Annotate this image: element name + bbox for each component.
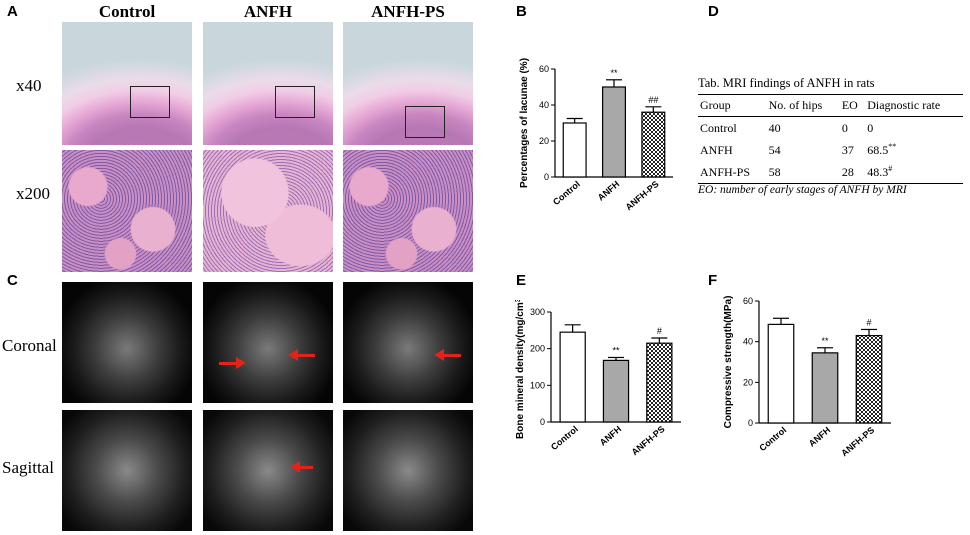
mri-findings-table: Group No. of hips EO Diagnostic rate Con… xyxy=(698,94,963,184)
table-row: ANFH 54 37 68.5** xyxy=(698,139,963,161)
lesion-arrow-icon xyxy=(288,349,315,361)
mri-sagittal-anfh-image xyxy=(203,410,333,531)
column-header-anfh: ANFH xyxy=(243,2,293,21)
category-label: ANFH-PS xyxy=(630,424,667,457)
row-label-x200: x200 xyxy=(16,184,50,203)
category-label: ANFH xyxy=(596,179,622,203)
panel-label-c: C xyxy=(7,272,18,289)
y-tick-label: 40 xyxy=(539,100,549,110)
mri-sagittal-anfh-ps-image xyxy=(343,410,473,531)
category-label: ANFH xyxy=(598,424,624,448)
category-label: ANFH-PS xyxy=(839,425,876,458)
table-footnote: EO: number of early stages of ANFH by MR… xyxy=(698,184,907,196)
histology-control-x200-image xyxy=(62,150,192,272)
significance-marker: ** xyxy=(610,68,618,78)
column-header-control: Control xyxy=(98,2,156,21)
table-cell: Control xyxy=(700,120,737,135)
y-axis-label: Percentages of lacunae (%) xyxy=(519,58,530,188)
y-tick-label: 20 xyxy=(743,377,753,387)
y-tick-label: 0 xyxy=(748,418,753,428)
significance-marker: # xyxy=(866,317,871,327)
y-tick-label: 100 xyxy=(530,380,545,390)
panel-label-e: E xyxy=(516,272,527,289)
table-cell: 0 xyxy=(867,121,874,135)
category-label: Control xyxy=(549,424,580,452)
bar-control xyxy=(767,323,795,424)
significance-marker: # xyxy=(657,326,662,336)
table-row: ANFH-PS 58 28 48.3# xyxy=(698,161,963,184)
bar-anfh xyxy=(811,352,839,424)
mri-coronal-control-image xyxy=(62,282,192,403)
table-cell: 37 xyxy=(841,142,854,157)
table-header: No. of hips xyxy=(768,98,823,112)
table-row: Control 40 0 0 xyxy=(698,117,963,140)
zoom-region-box xyxy=(405,106,445,138)
row-label-x40: x40 xyxy=(16,76,42,95)
y-axis-label: Compressive strength(MPa) xyxy=(723,296,734,429)
table-cell: 0 xyxy=(841,120,848,135)
y-tick-label: 40 xyxy=(743,337,753,347)
y-axis-label: Bone mineral density(mg/cm3) xyxy=(515,300,527,439)
histology-anfh-x40-image xyxy=(203,22,333,145)
bar-anfh-ps xyxy=(641,111,666,178)
lesion-arrow-icon xyxy=(219,357,246,369)
bar-anfh xyxy=(601,86,627,178)
table-title: Tab. MRI findings of ANFH in rats xyxy=(698,76,875,90)
lacunae-bar-chart: 0 20 40 60 Percentages of lacunae (%) Control… xyxy=(519,58,673,212)
mri-coronal-anfh-ps-image xyxy=(343,282,473,403)
y-tick-label: 20 xyxy=(539,136,549,146)
lesion-arrow-icon xyxy=(434,349,461,361)
table-cell: 40 xyxy=(768,120,781,135)
table-cell: ANFH xyxy=(700,142,733,157)
table-cell: 68.5** xyxy=(867,142,897,157)
column-header-anfh-ps: ANFH-PS xyxy=(371,2,445,21)
table-cell: 58 xyxy=(768,164,781,179)
y-tick-label: 300 xyxy=(530,307,545,317)
category-label: Control xyxy=(757,425,788,453)
histology-anfh-ps-x200-image xyxy=(343,150,473,272)
table-cell: 28 xyxy=(841,164,854,179)
bar-control xyxy=(559,331,586,423)
category-label: ANFH-PS xyxy=(624,179,661,212)
bar-anfh xyxy=(602,359,630,423)
table-header-row: Group No. of hips EO Diagnostic rate xyxy=(698,94,963,117)
significance-marker: ## xyxy=(648,95,658,105)
panel-label-a: A xyxy=(7,3,18,20)
compressive-strength-bar-chart: 0 20 40 60 Compressive strength(MPa) Control *… xyxy=(723,296,891,458)
histology-control-x40-image xyxy=(62,22,192,145)
mri-coronal-anfh-image xyxy=(203,282,333,403)
zoom-region-box xyxy=(275,86,315,118)
y-tick-label: 60 xyxy=(539,64,549,74)
histology-anfh-ps-x40-image xyxy=(343,22,473,145)
significance-marker: ** xyxy=(821,336,829,346)
table-header: Group xyxy=(700,98,731,112)
y-tick-label: 200 xyxy=(530,344,545,354)
table-header: Diagnostic rate xyxy=(867,98,941,112)
y-tick-label: 0 xyxy=(544,172,549,182)
zoom-region-box xyxy=(130,86,170,118)
table-cell: 54 xyxy=(768,142,781,157)
category-label: ANFH xyxy=(807,425,833,449)
panel-label-d: D xyxy=(708,3,719,20)
histology-anfh-x200-image xyxy=(203,150,333,272)
row-label-coronal: Coronal xyxy=(2,336,57,355)
panel-label-b: B xyxy=(516,3,527,20)
table-header: EO xyxy=(841,98,858,112)
panel-label-f: F xyxy=(708,272,718,289)
significance-marker: ** xyxy=(612,345,620,355)
table-cell: ANFH-PS xyxy=(700,164,751,179)
table-cell: 48.3# xyxy=(867,164,893,179)
row-label-sagittal: Sagittal xyxy=(2,458,54,477)
bar-control xyxy=(562,122,587,178)
category-label: Control xyxy=(551,179,582,207)
y-tick-label: 0 xyxy=(540,417,545,427)
lesion-arrow-icon xyxy=(290,461,313,473)
y-tick-label: 60 xyxy=(743,296,753,306)
bar-anfh-ps xyxy=(855,334,883,424)
mri-sagittal-control-image xyxy=(62,410,192,531)
bar-anfh-ps xyxy=(646,342,673,423)
